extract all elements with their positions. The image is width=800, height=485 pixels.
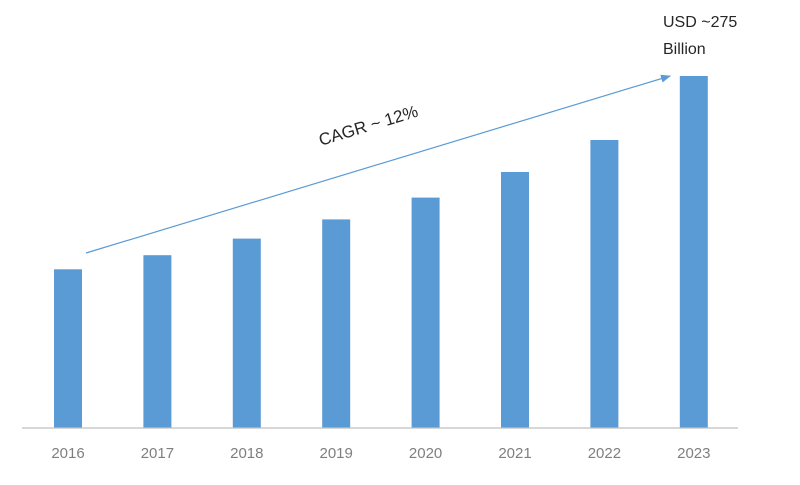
- bar-2023: [679, 76, 708, 428]
- cagr-trend-arrow: [85, 74, 671, 254]
- bar-group: [54, 76, 708, 428]
- x-tick-label-2022: 2022: [588, 445, 621, 462]
- bar-2021: [501, 172, 529, 428]
- bar-2020: [411, 197, 440, 428]
- x-tick-label-2018: 2018: [230, 445, 263, 462]
- x-tick-label-2021: 2021: [498, 445, 531, 462]
- x-tick-labels: 2016 2017 2018 2019 2020 2021 2022 2023: [51, 445, 710, 462]
- x-tick-label-2023: 2023: [677, 445, 710, 462]
- bar-2016: [54, 269, 82, 428]
- end-value-label-line1: USD ~275: [663, 14, 737, 31]
- x-tick-label-2019: 2019: [320, 445, 353, 462]
- x-tick-label-2017: 2017: [141, 445, 174, 462]
- bar-2019: [322, 219, 351, 428]
- bar-2022: [590, 140, 619, 428]
- bar-2017: [143, 255, 172, 428]
- x-tick-label-2020: 2020: [409, 445, 442, 462]
- bar-2018: [232, 238, 261, 428]
- x-tick-label-2016: 2016: [51, 445, 84, 462]
- end-value-label-line2: Billion: [663, 41, 706, 58]
- cagr-label: CAGR ~ 12%: [317, 102, 421, 150]
